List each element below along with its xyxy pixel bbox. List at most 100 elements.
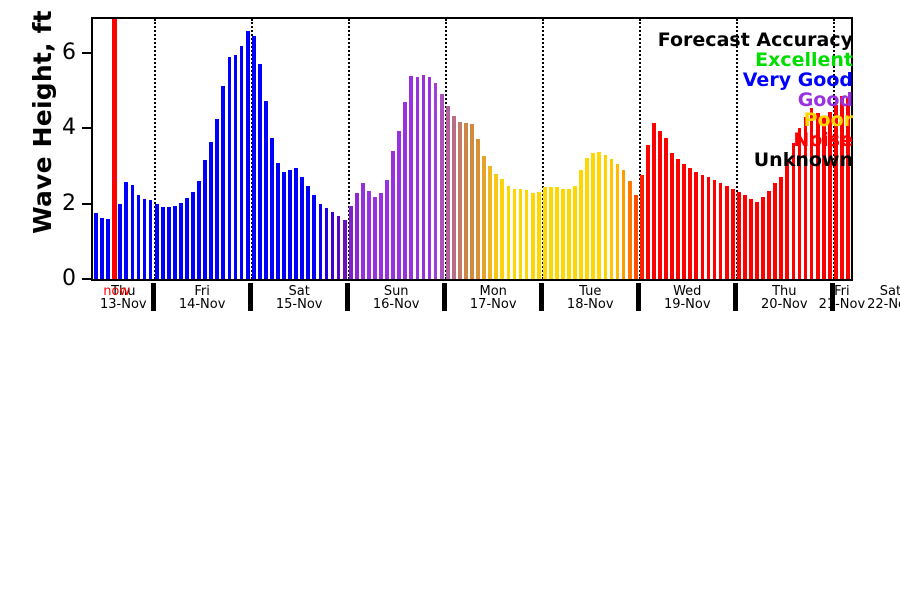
day-gridline	[153, 19, 156, 279]
bar	[179, 202, 183, 279]
bar	[336, 215, 341, 279]
bar	[421, 74, 426, 279]
x-axis-day-name: Mon	[479, 284, 507, 299]
bar	[821, 115, 826, 279]
bar	[670, 152, 674, 279]
bar	[548, 186, 553, 279]
bar	[124, 181, 129, 279]
bar	[464, 123, 468, 279]
x-axis-day-date: 14-Nov	[178, 297, 226, 312]
bar	[494, 174, 499, 279]
bar	[664, 138, 668, 279]
legend-title: Forecast Accuracy	[657, 29, 853, 51]
y-axis-tick-label: 0	[62, 266, 76, 291]
bar	[251, 35, 256, 279]
x-axis-day-date: 17-Nov	[469, 297, 517, 312]
legend-excellent: Excellent	[755, 49, 853, 71]
bar	[409, 76, 414, 279]
bar	[270, 138, 274, 279]
bar	[633, 194, 638, 279]
bar	[524, 190, 529, 279]
bar	[160, 207, 165, 279]
bar	[263, 101, 268, 279]
bar	[209, 142, 214, 279]
bar	[743, 195, 747, 279]
x-axis-day-name: Sun	[383, 284, 409, 299]
y-axis-tick	[82, 202, 93, 205]
bar	[500, 179, 505, 279]
bar	[470, 123, 474, 279]
bar	[451, 116, 456, 279]
bar	[706, 177, 711, 279]
legend-good: Good	[797, 89, 853, 111]
bar	[567, 189, 571, 279]
bar	[555, 187, 559, 279]
bar	[579, 169, 584, 279]
bar	[354, 193, 359, 279]
bar	[700, 174, 705, 279]
bar	[658, 131, 662, 279]
bar	[233, 54, 238, 279]
bar	[403, 101, 408, 279]
bar	[367, 191, 371, 279]
bar	[203, 160, 208, 279]
bar	[724, 185, 729, 279]
bar	[276, 163, 280, 279]
x-axis-day-date: 22-Nov	[867, 297, 900, 312]
bar	[427, 77, 432, 279]
bar	[245, 31, 250, 279]
day-gridline	[347, 19, 350, 279]
bar	[130, 184, 135, 279]
x-axis-day-date: 18-Nov	[566, 297, 614, 312]
bar	[506, 185, 511, 279]
bar	[476, 138, 480, 279]
x-axis-day-date: 19-Nov	[663, 297, 711, 312]
day-gridline	[832, 19, 835, 279]
y-axis-tick	[82, 278, 93, 280]
bar	[749, 198, 753, 279]
bar	[482, 155, 486, 279]
bar	[676, 159, 681, 279]
x-axis-day-name: Sat	[879, 284, 900, 299]
bar	[803, 116, 808, 279]
bar	[767, 191, 771, 279]
forecast-accuracy-legend: Forecast Accuracy Excellent Very Good Go…	[658, 31, 853, 171]
day-gridline	[638, 19, 641, 279]
bar	[136, 195, 141, 279]
bar	[288, 169, 292, 279]
bar	[360, 182, 365, 279]
x-axis-day-date: 13-Nov	[100, 297, 147, 312]
day-gridline	[250, 19, 253, 279]
bar	[761, 196, 765, 279]
day-gridline	[541, 19, 544, 279]
bar	[597, 151, 602, 279]
legend-unknown: Unknown	[753, 149, 853, 171]
day-separator	[442, 283, 448, 311]
bar	[118, 204, 123, 279]
bar	[736, 192, 741, 279]
bar	[712, 180, 717, 279]
bar	[282, 171, 286, 279]
bar	[300, 176, 305, 279]
bar	[154, 204, 159, 279]
bar	[688, 167, 693, 279]
day-separator	[539, 283, 545, 311]
day-separator	[733, 283, 739, 311]
day-separator	[636, 283, 642, 311]
bar	[730, 189, 735, 279]
bar	[239, 46, 244, 279]
x-axis-day-date: 20-Nov	[760, 297, 808, 312]
legend-very-good: Very Good	[742, 69, 853, 91]
bar	[488, 165, 493, 279]
bar	[840, 96, 844, 279]
bar	[257, 64, 262, 279]
bar	[445, 105, 450, 279]
bar	[312, 195, 317, 279]
bar	[609, 159, 614, 279]
x-axis-day-date: 15-Nov	[275, 297, 323, 312]
bar	[718, 182, 723, 279]
bar	[142, 199, 147, 279]
bar	[94, 213, 98, 279]
bar	[827, 112, 832, 279]
